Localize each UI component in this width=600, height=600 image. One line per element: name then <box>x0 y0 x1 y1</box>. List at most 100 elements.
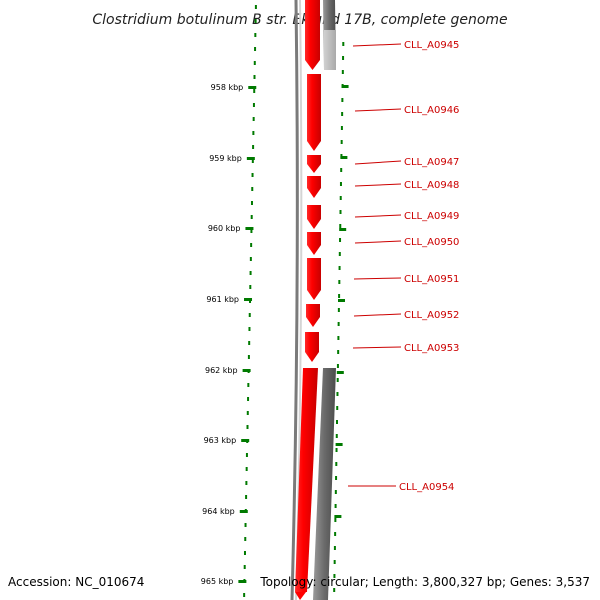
inner-dot <box>249 271 252 275</box>
gene-label[interactable]: CLL_A0953 <box>404 343 459 354</box>
outer-major-dash <box>339 228 347 231</box>
gene-arrow <box>307 205 321 229</box>
scale-tick-mark <box>239 510 248 513</box>
gene-leader-line <box>352 43 402 47</box>
accession-label: Accession: NC_010674 <box>8 575 144 589</box>
gene-arrow <box>295 368 318 592</box>
scale-tick-label: 961 kbp <box>206 295 239 304</box>
outer-dot <box>336 406 339 410</box>
outer-dot <box>339 210 342 214</box>
inner-dot <box>248 327 251 331</box>
outer-dot <box>333 574 336 578</box>
outer-dot <box>342 42 345 46</box>
outer-dot <box>334 518 337 522</box>
inner-dot <box>250 243 253 247</box>
inner-dot <box>252 131 255 135</box>
outer-dot <box>335 448 338 452</box>
outer-dot <box>339 196 342 200</box>
scale-tick-mark <box>244 298 253 301</box>
gene-arrow <box>307 258 321 300</box>
outer-dot <box>341 70 344 74</box>
gene-arrow <box>305 332 319 362</box>
scale-tick-mark <box>248 86 257 89</box>
inner-dot <box>250 201 253 205</box>
inner-dot <box>248 341 251 345</box>
gene-arrow-tip <box>295 592 306 600</box>
gene-leader-line <box>354 183 402 187</box>
outer-dot <box>340 126 343 130</box>
outer-dot <box>337 308 340 312</box>
scale-tick-label: 959 kbp <box>209 154 242 163</box>
outer-dot <box>338 252 341 256</box>
gene-arrow <box>307 176 321 198</box>
gene-label[interactable]: CLL_A0950 <box>404 237 459 248</box>
gene-leader-line <box>352 346 402 349</box>
inner-dot <box>245 481 248 485</box>
outer-major-dash <box>341 85 349 88</box>
inner-dot <box>244 523 247 527</box>
gene-arrow <box>306 304 320 327</box>
inner-dot <box>245 467 248 471</box>
inner-dot <box>248 313 251 317</box>
gc-track-bottom <box>313 368 336 600</box>
scale-tick-mark <box>246 157 255 160</box>
gene-arrow <box>307 74 321 151</box>
inner-dot <box>250 229 253 233</box>
scale-tick-label: 962 kbp <box>205 366 238 375</box>
gene-label[interactable]: CLL_A0949 <box>404 211 459 222</box>
gene-leader-line <box>354 240 402 244</box>
outer-major-dash <box>340 156 348 159</box>
scale-tick-mark <box>238 580 247 583</box>
gene-label[interactable]: CLL_A0946 <box>404 105 459 116</box>
inner-dot <box>247 397 250 401</box>
inner-dot <box>246 411 249 415</box>
inner-dot <box>253 61 256 65</box>
inner-dot <box>249 257 252 261</box>
gene-label[interactable]: CLL_A0945 <box>404 40 459 51</box>
outer-dot <box>337 350 340 354</box>
inner-dot <box>246 425 249 429</box>
gene-leader-line <box>354 214 402 218</box>
scale-tick-mark <box>242 369 251 372</box>
outer-dot <box>335 476 338 480</box>
outer-major-dash <box>334 515 342 518</box>
outer-dot <box>339 238 342 242</box>
outer-dot <box>333 588 336 592</box>
outer-dotted-track <box>333 42 349 592</box>
gene-arrow <box>307 155 321 173</box>
gene-label[interactable]: CLL_A0954 <box>399 482 454 493</box>
outer-dot <box>334 504 337 508</box>
outer-dot <box>337 336 340 340</box>
inner-dot <box>244 537 247 541</box>
outer-dot <box>335 462 338 466</box>
gene-arrow <box>307 232 321 255</box>
gene-labels: CLL_A0945 CLL_A0946 CLL_A0947 CLL_A0948 CLL_… <box>348 40 459 493</box>
outer-dot <box>338 280 341 284</box>
gene-label[interactable]: CLL_A0947 <box>404 157 459 168</box>
inner-dot <box>253 89 256 93</box>
outer-dot <box>341 112 344 116</box>
inner-dot <box>251 187 254 191</box>
outer-dot <box>340 140 343 144</box>
scale-ticks: 958 kbp 959 kbp 960 kbp 961 kbp 962 kbp 963 k… <box>201 83 257 586</box>
inner-dot <box>252 145 255 149</box>
inner-dot <box>247 355 250 359</box>
inner-dot <box>254 47 257 51</box>
scale-tick-label: 958 kbp <box>211 83 244 92</box>
backbone-outer-line <box>290 0 299 600</box>
scale-tick-label: 963 kbp <box>204 436 237 445</box>
gene-label[interactable]: CLL_A0948 <box>404 180 459 191</box>
inner-dot <box>254 19 257 23</box>
outer-dot <box>338 266 341 270</box>
gene-label[interactable]: CLL_A0952 <box>404 310 459 321</box>
outer-dot <box>334 490 337 494</box>
outer-dot <box>336 420 338 424</box>
scale-tick-label: 960 kbp <box>208 224 241 233</box>
genome-summary: Topology: circular; Length: 3,800,327 bp… <box>259 575 590 589</box>
inner-dot <box>245 453 248 457</box>
gene-label[interactable]: CLL_A0951 <box>404 274 459 285</box>
outer-dot <box>339 182 342 186</box>
inner-dot <box>247 383 250 387</box>
gene-arrow <box>305 0 320 70</box>
